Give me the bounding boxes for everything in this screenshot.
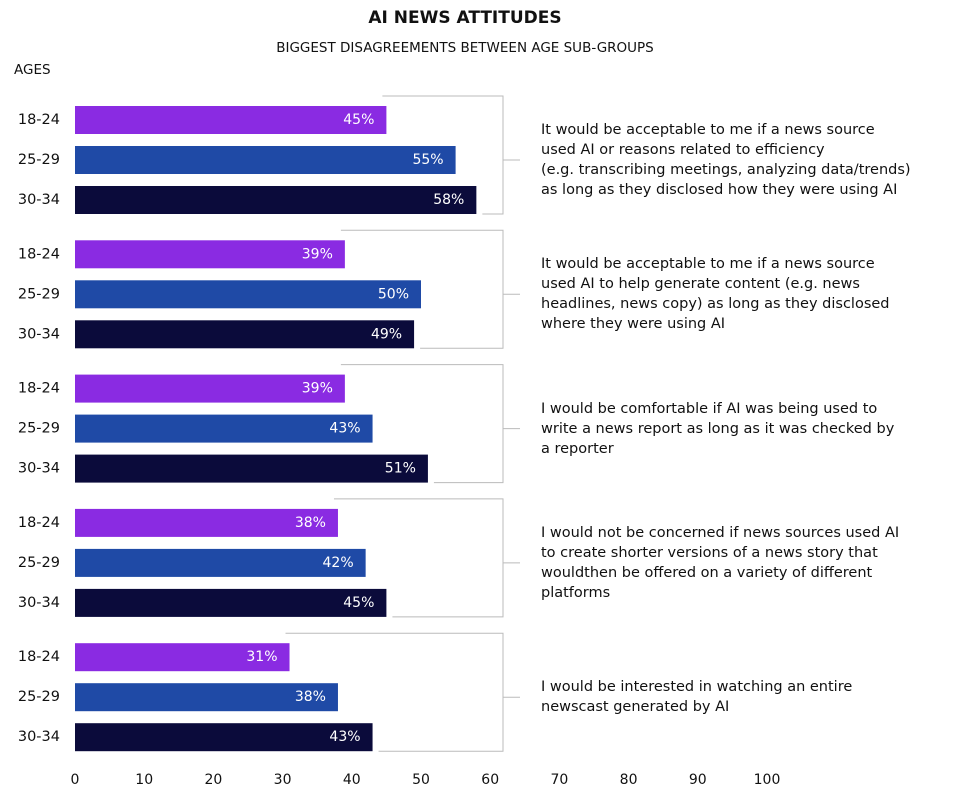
bar [75,146,456,174]
statement: I would be interested in watching an ent… [541,679,853,716]
bar [75,643,290,672]
bracket [340,364,520,484]
x-tick-label: 60 [481,772,499,788]
chart-title: AI NEWS ATTITUDES [368,8,561,28]
x-tick-label: 0 [71,772,80,788]
bar [75,374,345,403]
x-tick-label: 50 [412,772,430,788]
bar [75,414,373,443]
x-tick-label: 30 [274,772,292,788]
value-label: 39% [302,246,333,262]
value-label: 43% [329,729,360,745]
bar [75,723,373,752]
value-label: 51% [385,461,416,477]
age-label: 30-34 [18,326,60,342]
bar [75,548,366,577]
value-label: 43% [329,421,360,437]
age-label: 30-34 [18,192,60,208]
value-label: 38% [295,515,326,531]
bracket [340,229,520,349]
value-label: 38% [295,689,326,705]
age-label: 25-29 [18,555,60,571]
chart-subtitle: BIGGEST DISAGREEMENTS BETWEEN AGE SUB-GR… [276,40,654,56]
statement: I would not be concerned if news sources… [541,524,900,601]
age-label: 30-34 [18,729,60,745]
x-tick-label: 100 [754,772,781,788]
bar [75,588,387,617]
statement: I would be comfortable if AI was being u… [541,400,895,457]
bar [75,454,428,483]
x-tick-label: 70 [550,772,568,788]
bar [75,240,345,269]
age-label: 18-24 [18,649,60,665]
statement: It would be acceptable to me if a news s… [541,122,911,198]
age-label: 18-24 [18,515,60,531]
x-tick-label: 90 [689,772,707,788]
age-label: 30-34 [18,595,60,611]
value-label: 39% [302,381,333,397]
age-label: 25-29 [18,152,60,168]
value-label: 45% [343,112,374,128]
bracket [382,95,520,215]
age-label: 18-24 [18,246,60,262]
x-tick-label: 40 [343,772,361,788]
age-label: 25-29 [18,421,60,437]
age-label: 18-24 [18,381,60,397]
bar [75,508,338,537]
value-label: 42% [323,555,354,571]
value-label: 55% [412,152,443,168]
bracket [333,498,520,618]
bar [75,186,477,214]
x-tick-label: 20 [204,772,222,788]
bracket [285,632,520,752]
x-tick-label: 10 [135,772,153,788]
value-label: 31% [246,649,277,665]
statement: It would be acceptable to me if a news s… [541,256,890,333]
bar [75,320,415,349]
age-label: 30-34 [18,461,60,477]
age-label: 25-29 [18,286,60,302]
bar [75,106,387,134]
age-label: 18-24 [18,112,60,128]
bar [75,280,421,309]
value-label: 58% [433,192,464,208]
value-label: 50% [378,286,409,302]
x-tick-label: 80 [620,772,638,788]
value-label: 49% [371,326,402,342]
bar [75,683,338,712]
y-axis-label: AGES [14,62,51,78]
age-label: 25-29 [18,689,60,705]
value-label: 45% [343,595,374,611]
